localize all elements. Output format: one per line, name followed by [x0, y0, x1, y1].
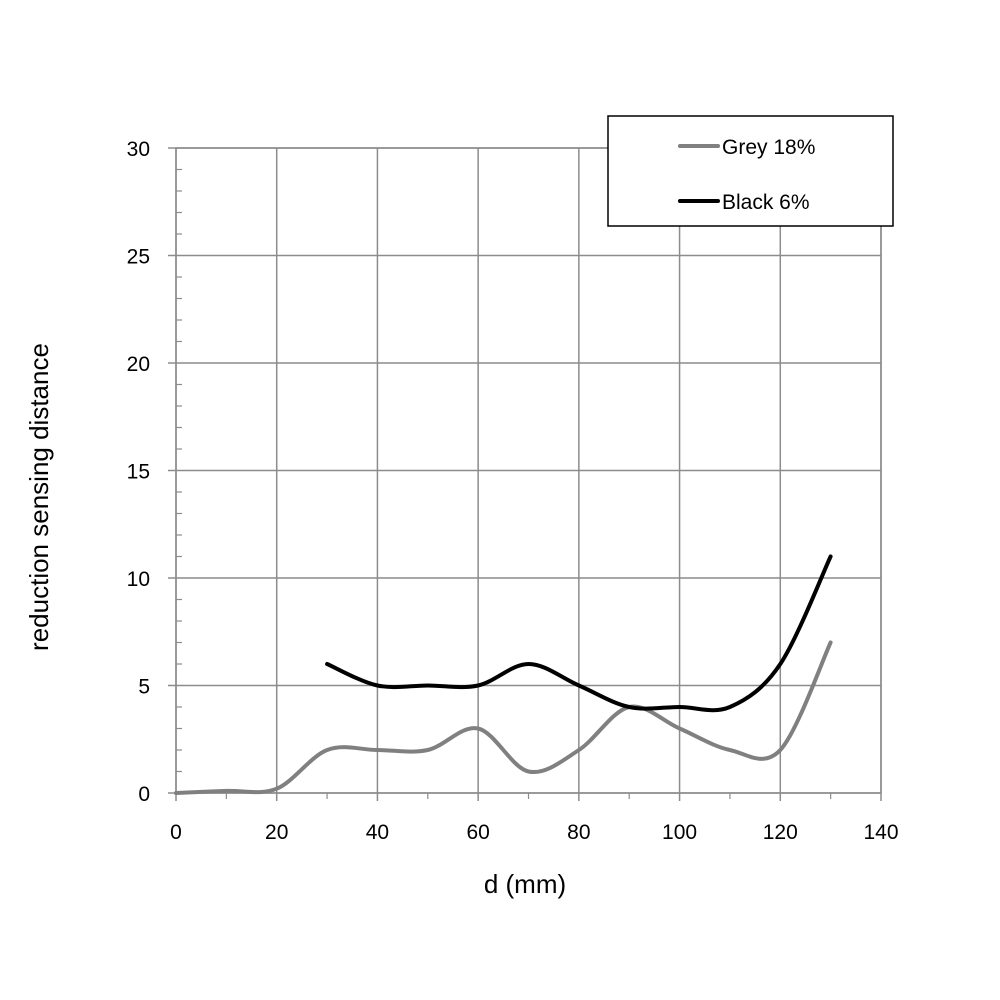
y-tick-label: 25 [127, 246, 150, 269]
y-tick-label: 0 [138, 783, 150, 806]
y-tick-label: 20 [127, 353, 150, 376]
grid-lines [168, 147, 882, 801]
y-tick-label: 15 [127, 461, 150, 484]
legend-entries: Grey 18% Black 6% [678, 136, 815, 214]
legend-box [607, 115, 894, 227]
x-tick-label: 40 [366, 821, 389, 844]
series-lines [174, 554, 833, 795]
series-line-grey-18 [174, 640, 833, 795]
x-tick-label: 20 [265, 821, 288, 844]
plot-border [175, 147, 882, 794]
series-line-black-6 [325, 554, 833, 713]
plot-frame [175, 147, 882, 794]
y-tick-labels: 0 5 10 15 20 25 30 [127, 138, 150, 806]
x-tick-label: 140 [863, 821, 898, 844]
x-axis-title: d (mm) [484, 869, 566, 899]
y-tick-label: 5 [138, 676, 150, 699]
y-tick-label: 10 [127, 568, 150, 591]
minor-ticks [176, 168, 832, 799]
x-tick-label: 80 [567, 821, 590, 844]
y-tick-label: 30 [127, 138, 150, 161]
x-tick-label: 0 [170, 821, 182, 844]
legend: Grey 18% Black 6% [607, 115, 894, 227]
x-tick-label: 60 [466, 821, 489, 844]
legend-label: Black 6% [722, 191, 810, 214]
y-axis-title: reduction sensing distance [24, 343, 54, 651]
legend-label: Grey 18% [722, 136, 815, 159]
x-tick-labels: 0 20 40 60 80 100 120 140 [170, 821, 898, 844]
x-tick-label: 100 [662, 821, 697, 844]
x-tick-label: 120 [763, 821, 798, 844]
